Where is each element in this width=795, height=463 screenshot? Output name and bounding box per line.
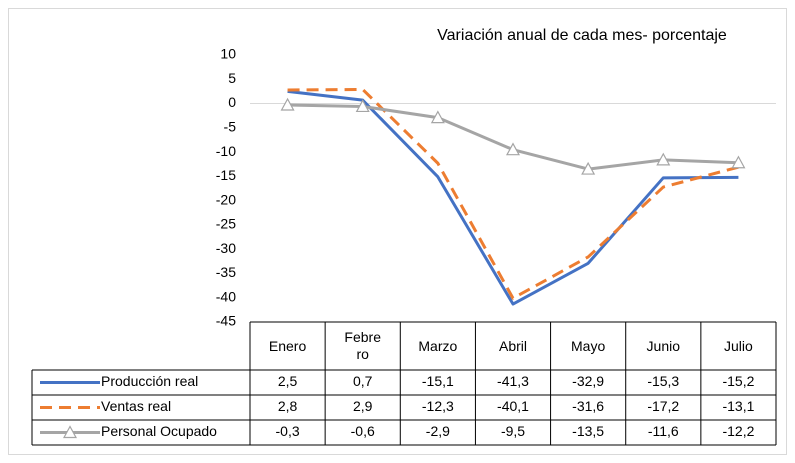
marker: [505, 142, 521, 156]
y-tick-label: -15: [216, 167, 236, 183]
y-tick-label: 5: [228, 70, 236, 86]
x-tick-label: Abril: [498, 337, 527, 354]
x-tick-cell: Marzo: [418, 337, 458, 354]
x-tick-label: Mayo: [571, 337, 606, 354]
x-tick-cell: Julio: [724, 337, 753, 354]
y-tick-label: -30: [216, 240, 236, 256]
table-value: -15,3: [647, 373, 679, 389]
x-tick-cell: Abril: [498, 337, 527, 354]
x-tick-label: Julio: [724, 337, 753, 354]
table-value: -11,6: [648, 423, 679, 439]
table-value: 0,7: [353, 373, 373, 389]
x-tick-cell: Enero: [268, 337, 307, 354]
table-value: -40,1: [497, 398, 529, 414]
y-tick-label: -10: [216, 143, 236, 159]
marker: [581, 161, 596, 175]
table-value: 2,9: [353, 398, 373, 414]
marker: [731, 155, 746, 169]
y-tick-label: 10: [220, 46, 236, 62]
y-tick-label: 0: [228, 94, 236, 110]
series-line: [287, 87, 739, 300]
chart-title: Variación anual de cada mes- porcentaje: [437, 27, 727, 44]
legend-label: Personal Ocupado: [101, 423, 217, 439]
x-tick-label: Junio: [646, 337, 680, 354]
marker: [656, 152, 671, 166]
chart-border: [8, 8, 787, 455]
table-value: 2,8: [278, 398, 298, 414]
table-value: -12,2: [722, 423, 754, 439]
x-tick-cell: Junio: [646, 337, 680, 354]
y-tick-label: -20: [216, 191, 236, 207]
table-value: -13,1: [722, 398, 754, 414]
table-value: -32,9: [572, 373, 604, 389]
table-value: -13,5: [572, 423, 604, 439]
x-tick-cell: Mayo: [571, 337, 606, 354]
x-tick-label: Enero: [268, 337, 307, 354]
legend-marker: [62, 425, 78, 439]
y-tick-label: -45: [216, 313, 236, 329]
y-tick-label: -5: [224, 119, 237, 135]
x-tick-label: Febrero: [344, 329, 381, 362]
table-value: -2,9: [426, 423, 450, 439]
table-value: -41,3: [497, 373, 529, 389]
y-tick-label: -25: [216, 216, 236, 232]
table-value: -0,6: [351, 423, 375, 439]
y-tick-label: -35: [216, 264, 236, 280]
table-value: -12,3: [422, 398, 454, 414]
table-value: -15,1: [422, 373, 454, 389]
table-value: -31,6: [572, 398, 604, 414]
table-value: 2,5: [278, 373, 298, 389]
y-tick-label: -40: [216, 288, 236, 304]
legend-label: Ventas real: [101, 398, 171, 414]
marker: [280, 97, 295, 111]
table-value: -17,2: [647, 398, 679, 414]
table-value: -9,5: [501, 423, 525, 439]
x-tick-cell: Febrero: [344, 329, 381, 362]
table-value: -0,3: [276, 423, 300, 439]
marker: [430, 110, 445, 124]
table-value: -15,2: [722, 373, 754, 389]
x-tick-label: Marzo: [418, 337, 458, 354]
marker: [355, 99, 370, 113]
legend-label: Producción real: [101, 373, 198, 389]
